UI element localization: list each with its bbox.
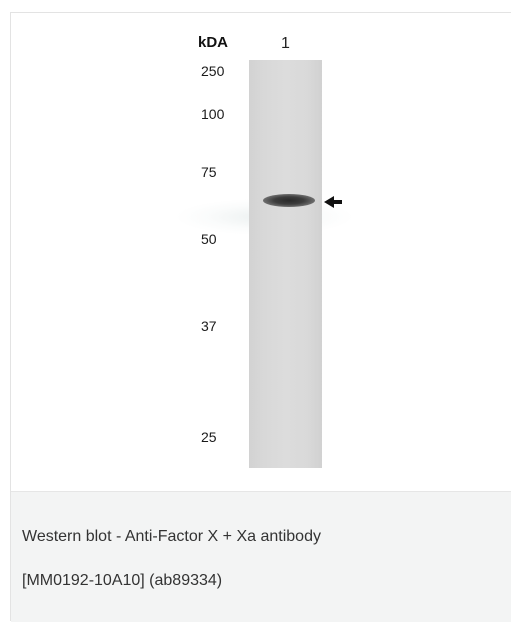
marker-250: 250 bbox=[201, 63, 225, 79]
lane-number-label: 1 bbox=[281, 35, 290, 52]
western-blot-figure: kDA 1 250 100 75 50 37 25 bbox=[11, 13, 511, 491]
marker-37: 37 bbox=[201, 318, 217, 334]
kda-axis-label: kDA bbox=[198, 34, 229, 51]
caption-subtitle: [MM0192-10A10] (ab89334) bbox=[22, 572, 223, 589]
band-arrow-icon bbox=[324, 196, 342, 208]
marker-25: 25 bbox=[201, 429, 217, 445]
protein-band bbox=[263, 194, 315, 207]
caption-panel: Western blot - Anti-Factor X + Xa antibo… bbox=[11, 491, 511, 622]
marker-100: 100 bbox=[201, 106, 225, 122]
blot-lane bbox=[249, 60, 322, 468]
marker-50: 50 bbox=[201, 231, 217, 247]
caption-title: Western blot - Anti-Factor X + Xa antibo… bbox=[22, 528, 321, 545]
marker-75: 75 bbox=[201, 164, 217, 180]
figure-card: kDA 1 250 100 75 50 37 25 Western blot -… bbox=[10, 12, 511, 622]
